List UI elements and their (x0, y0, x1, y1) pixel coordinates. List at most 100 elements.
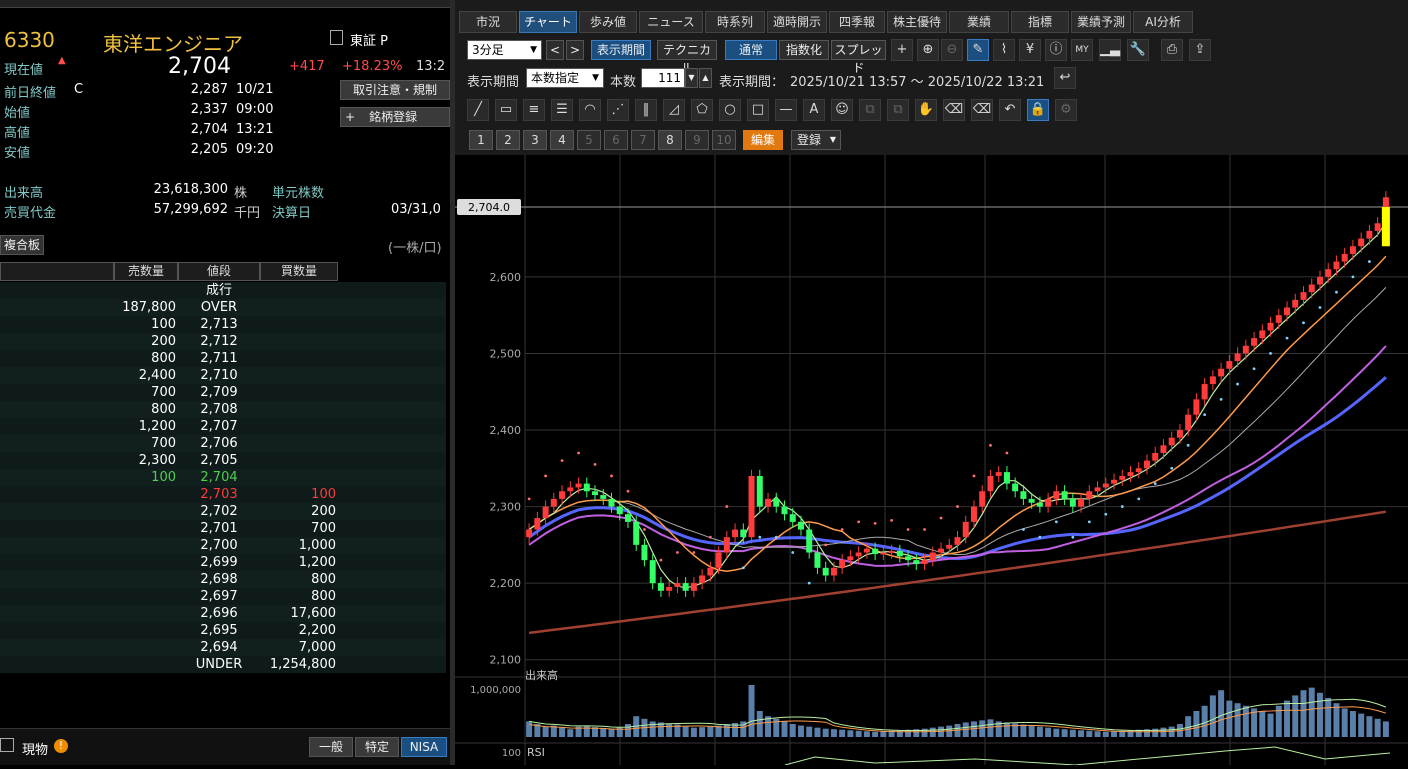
print-icon[interactable]: ⎙ (1161, 39, 1183, 61)
my-chart-icon[interactable]: MY (1071, 39, 1093, 61)
yen-icon[interactable]: ¥ (1019, 39, 1041, 61)
fan-icon[interactable]: ⋰ (607, 99, 629, 121)
orderbook-row[interactable]: 700 2,709 (0, 384, 446, 401)
info-icon[interactable]: ⓘ (1045, 39, 1067, 61)
preset-7[interactable]: 7 (631, 130, 655, 150)
tab-0[interactable]: 市況 (459, 11, 517, 33)
zoom-out-icon[interactable]: ⊖ (941, 39, 963, 61)
undo-icon[interactable]: ↶ (999, 99, 1021, 121)
orderbook-row[interactable]: 2,695 2,200 (0, 622, 446, 639)
chevron-down-icon[interactable]: ▼ (685, 68, 698, 88)
preset-1[interactable]: 1 (469, 130, 493, 150)
copy-icon[interactable]: ⧉ (859, 99, 881, 121)
orderbook-row[interactable]: UNDER 1,254,800 (0, 656, 446, 673)
trendline-icon[interactable]: ╱ (467, 99, 489, 121)
ruler-icon[interactable]: ▭ (495, 99, 517, 121)
orderbook-row[interactable]: 800 2,711 (0, 350, 446, 367)
orderbook-row[interactable]: 2,697 800 (0, 588, 446, 605)
preset-9[interactable]: 9 (685, 130, 709, 150)
orderbook-row[interactable]: 2,400 2,710 (0, 367, 446, 384)
tab-6[interactable]: 四季報 (829, 11, 885, 33)
tab-11[interactable]: AI分析 (1133, 11, 1193, 33)
eraser-all-icon[interactable]: ⌫ (971, 99, 993, 121)
crosshair-icon[interactable]: + (891, 39, 913, 61)
popout-icon[interactable]: ⇪ (1189, 39, 1211, 61)
orderbook-row[interactable]: 2,694 7,000 (0, 639, 446, 656)
save-button[interactable]: 登録 ▼ (791, 130, 841, 150)
orderbook-row[interactable]: 100 2,713 (0, 316, 446, 333)
tab-1[interactable]: チャート (519, 11, 577, 33)
triangle-tool-icon[interactable]: ◿ (663, 99, 685, 121)
channel-icon[interactable]: ☰ (551, 99, 573, 121)
orderbook-row[interactable]: 700 2,706 (0, 435, 446, 452)
edit-button[interactable]: 編集 (743, 130, 783, 150)
orderbook-row[interactable]: 2,696 17,600 (0, 605, 446, 622)
trade-notice-button[interactable]: 取引注意・規制 (340, 80, 450, 100)
tab-nisa[interactable]: NISA (401, 737, 447, 757)
tab-5[interactable]: 適時開示 (767, 11, 827, 33)
preset-6[interactable]: 6 (604, 130, 628, 150)
tab-7[interactable]: 株主優待 (887, 11, 947, 33)
pentagon-icon[interactable]: ⬠ (691, 99, 713, 121)
orderbook-row[interactable]: 187,800 OVER (0, 299, 446, 316)
orderbook-row[interactable]: 2,702 200 (0, 503, 446, 520)
settings-icon[interactable]: ⚙ (1055, 99, 1077, 121)
emoji-icon[interactable]: ☺ (831, 99, 853, 121)
hline-icon[interactable]: — (775, 99, 797, 121)
register-stock-button[interactable]: + 銘柄登録 (340, 107, 450, 127)
orderbook-row[interactable]: 2,300 2,705 (0, 452, 446, 469)
hand-icon[interactable]: ✋ (915, 99, 937, 121)
chevron-up-icon[interactable]: ▲ (699, 68, 712, 88)
orderbook-tab[interactable]: 複合板 (0, 235, 44, 255)
tab-3[interactable]: ニュース (639, 11, 703, 33)
preset-4[interactable]: 4 (550, 130, 574, 150)
orderbook-row[interactable]: 2,701 700 (0, 520, 446, 537)
paste-icon[interactable]: ⧉ (887, 99, 909, 121)
orderbook-row[interactable]: 800 2,708 (0, 401, 446, 418)
orderbook-row[interactable]: 200 2,712 (0, 333, 446, 350)
orderbook-row[interactable]: 100 2,704 (0, 469, 446, 486)
preset-2[interactable]: 2 (496, 130, 520, 150)
orderbook-row[interactable]: 2,699 1,200 (0, 554, 446, 571)
eraser-icon[interactable]: ⌫ (943, 99, 965, 121)
next-arrow-icon[interactable]: > (566, 40, 584, 60)
orderbook-row[interactable]: 2,700 1,000 (0, 537, 446, 554)
wrench-icon[interactable]: 🔧 (1127, 39, 1149, 61)
tab-9[interactable]: 指標 (1011, 11, 1069, 33)
chart-svg[interactable]: 2,600 2,500 2,400 2,300 2,200 2,100 2,704.0 出来高… (455, 155, 1408, 766)
reset-icon[interactable]: ↩ (1054, 67, 1076, 89)
vlines-icon[interactable]: ‖ (635, 99, 657, 121)
rectangle-icon[interactable]: □ (747, 99, 769, 121)
period-button[interactable]: 表示期間 (591, 40, 651, 60)
orderbook-row[interactable]: 1,200 2,707 (0, 418, 446, 435)
text-icon[interactable]: A (803, 99, 825, 121)
tab-8[interactable]: 業績 (949, 11, 1009, 33)
panel-divider[interactable] (450, 0, 455, 765)
hlines-icon[interactable]: ≡ (523, 99, 545, 121)
bars-input[interactable]: 111 (641, 68, 685, 88)
preset-5[interactable]: 5 (577, 130, 601, 150)
orderbook-row[interactable]: 2,703 100 (0, 486, 446, 503)
zoom-in-icon[interactable]: ⊕ (917, 39, 939, 61)
tab-general[interactable]: 一般 (309, 737, 353, 757)
interval-select[interactable]: 3分足 ▼ (467, 40, 542, 60)
orderbook-row[interactable]: 成行 (0, 282, 446, 299)
technical-button[interactable]: テクニカル (657, 40, 717, 75)
circle-icon[interactable]: ○ (719, 99, 741, 121)
orderbook-row[interactable]: 2,698 800 (0, 571, 446, 588)
pencil-icon[interactable]: ✎ (967, 39, 989, 61)
normal-button[interactable]: 通常 (725, 40, 777, 60)
tab-specific[interactable]: 特定 (355, 737, 399, 757)
preset-10[interactable]: 10 (712, 130, 736, 150)
document-icon[interactable] (330, 30, 343, 45)
tab-10[interactable]: 業績予測 (1071, 11, 1131, 33)
preset-3[interactable]: 3 (523, 130, 547, 150)
preset-8[interactable]: 8 (658, 130, 682, 150)
price-chart[interactable]: 2,600 2,500 2,400 2,300 2,200 2,100 2,704.0 出来高… (455, 155, 1408, 766)
volume-profile-icon[interactable]: ▁▃ (1099, 39, 1121, 61)
lock-icon[interactable]: 🔒 (1027, 99, 1049, 121)
indicator-icon[interactable]: ⌇ (993, 39, 1015, 61)
window-icon[interactable] (0, 738, 14, 752)
warning-icon[interactable]: ! (54, 739, 68, 753)
period-mode-select[interactable]: 本数指定 ▼ (526, 68, 604, 88)
